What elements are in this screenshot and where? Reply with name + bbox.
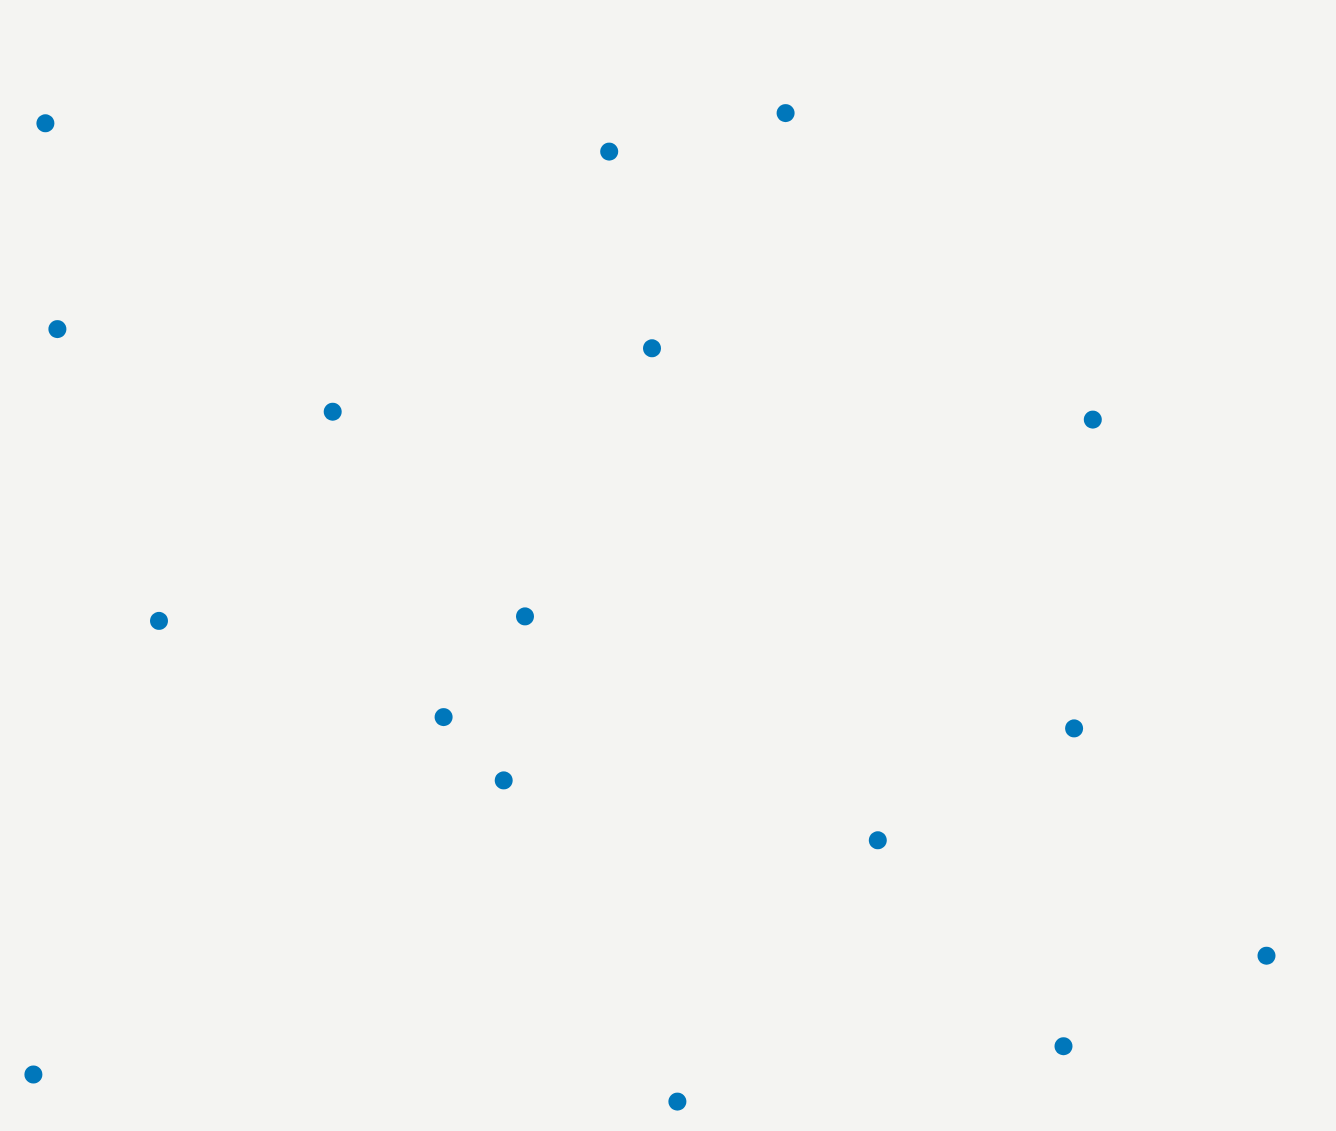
scatter-point-4 bbox=[48, 320, 67, 339]
scatter-point-7 bbox=[1083, 410, 1102, 429]
scatter-point-15 bbox=[1054, 1037, 1073, 1056]
scatter-point-8 bbox=[150, 611, 168, 630]
scatter-point-3 bbox=[776, 104, 795, 123]
scatter-point-2 bbox=[600, 142, 619, 161]
data-points bbox=[24, 104, 1276, 1111]
scatter-point-10 bbox=[434, 708, 453, 727]
scatter-point-14 bbox=[1257, 946, 1276, 965]
scatter-point-11 bbox=[1065, 719, 1084, 738]
scatter-point-1 bbox=[36, 114, 55, 133]
scatter-point-9 bbox=[516, 607, 534, 626]
scatter-point-5 bbox=[643, 339, 661, 358]
scatter-point-13 bbox=[868, 831, 887, 850]
scatter-point-16 bbox=[24, 1065, 43, 1084]
scatter-point-12 bbox=[494, 771, 513, 790]
scatter-point-6 bbox=[323, 402, 342, 421]
scatter-point-17 bbox=[668, 1092, 687, 1111]
